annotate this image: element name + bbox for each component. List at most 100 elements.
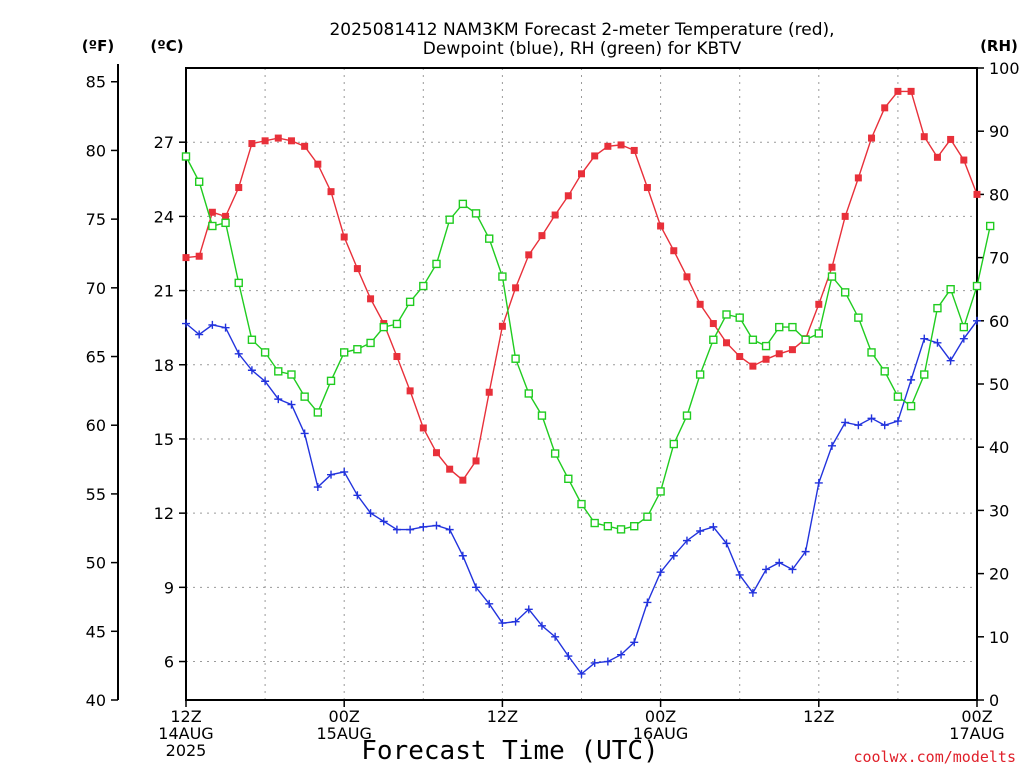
rh-tick-label: 90: [989, 122, 1009, 141]
grid-lines: [186, 68, 977, 700]
data-point: [603, 522, 613, 531]
data-point: [657, 222, 665, 230]
fahrenheit-tick-label: 80: [86, 141, 106, 160]
data-point: [788, 565, 797, 574]
data-point: [208, 208, 216, 216]
data-point: [498, 619, 507, 628]
data-point: [827, 272, 837, 281]
data-point: [274, 367, 283, 376]
chart-title-line-1: 2025081412 NAM3KM Forecast 2-meter Tempe…: [329, 20, 834, 40]
data-point: [485, 388, 493, 396]
data-point: [669, 551, 678, 560]
data-point: [525, 251, 533, 259]
data-point: [616, 525, 626, 534]
data-point: [828, 263, 836, 271]
data-point: [723, 339, 731, 347]
data-point: [775, 350, 783, 358]
fahrenheit-tick-label: 65: [86, 348, 106, 367]
data-point: [893, 417, 902, 426]
fahrenheit-tick-label: 45: [86, 622, 106, 641]
data-point: [261, 377, 270, 386]
series-line: [185, 320, 978, 675]
data-point: [722, 310, 731, 319]
data-point: [801, 335, 810, 344]
celsius-tick-label: 24: [154, 207, 174, 226]
celsius-tick-label: 21: [154, 282, 174, 301]
data-point: [313, 483, 322, 492]
data-point: [538, 232, 546, 240]
data-point: [590, 658, 599, 667]
data-point: [511, 354, 520, 363]
data-point: [577, 669, 586, 678]
data-point: [472, 583, 481, 592]
x-tick-label: 17AUG: [949, 724, 1004, 743]
celsius-tick-label: 18: [154, 356, 174, 375]
data-point: [445, 525, 454, 534]
data-point: [775, 558, 784, 567]
data-point: [340, 348, 349, 357]
fahrenheit-tick-label: 60: [86, 416, 106, 435]
data-point: [564, 192, 572, 200]
data-point: [841, 212, 849, 220]
series-1: [182, 316, 981, 678]
rh-tick-label: 70: [989, 249, 1009, 268]
data-point: [406, 525, 415, 534]
data-point: [933, 303, 942, 313]
data-point: [366, 509, 375, 518]
data-point: [498, 322, 506, 330]
series-0: [182, 87, 981, 484]
data-point: [709, 320, 717, 328]
data-point: [287, 400, 296, 409]
celsius-tick-label: 6: [164, 653, 174, 672]
series-line: [185, 156, 991, 531]
data-point: [432, 521, 441, 530]
data-point: [287, 137, 295, 145]
data-point: [867, 348, 876, 357]
data-point: [340, 233, 348, 241]
data-point: [300, 429, 309, 438]
data-point: [221, 218, 230, 228]
data-point: [815, 300, 823, 308]
data-point: [801, 547, 810, 556]
data-point: [894, 87, 902, 95]
data-point: [472, 457, 480, 465]
data-point: [340, 467, 349, 476]
data-point: [696, 300, 704, 308]
data-point: [577, 499, 586, 509]
data-point: [959, 322, 969, 332]
data-point: [604, 142, 612, 150]
data-point: [578, 170, 585, 178]
axes: 40 45 50 55 60 65 70 75 80 85 6 9 12 15 18 21 24 27 0 10 20 3…: [86, 59, 1020, 760]
data-point: [669, 439, 678, 449]
data-point: [314, 160, 322, 168]
data-point: [643, 598, 652, 607]
data-point: [485, 599, 494, 608]
data-point: [194, 177, 204, 186]
rh-tick-label: 100: [989, 59, 1020, 78]
data-point: [182, 254, 190, 262]
data-point: [419, 281, 428, 291]
data-point: [260, 348, 270, 357]
data-point: [195, 252, 203, 260]
data-point: [947, 135, 955, 143]
data-point: [551, 632, 560, 641]
x-axis-label: Forecast Time (UTC): [361, 736, 658, 766]
data-point: [972, 281, 982, 291]
data-point: [973, 316, 981, 325]
data-point: [814, 478, 823, 487]
x-tick-label: 12Z: [170, 707, 201, 726]
data-point: [235, 184, 243, 192]
data-point: [287, 370, 296, 379]
data-point: [353, 265, 361, 273]
data-point: [736, 353, 744, 361]
data-point: [181, 152, 191, 161]
series-2: [181, 152, 995, 534]
data-point: [313, 408, 323, 417]
data-point: [907, 375, 916, 384]
data-point: [762, 355, 770, 363]
data-point: [379, 322, 388, 332]
rh-tick-label: 20: [989, 565, 1009, 584]
data-point: [841, 418, 850, 427]
data-point: [419, 424, 427, 432]
data-point: [195, 330, 204, 339]
